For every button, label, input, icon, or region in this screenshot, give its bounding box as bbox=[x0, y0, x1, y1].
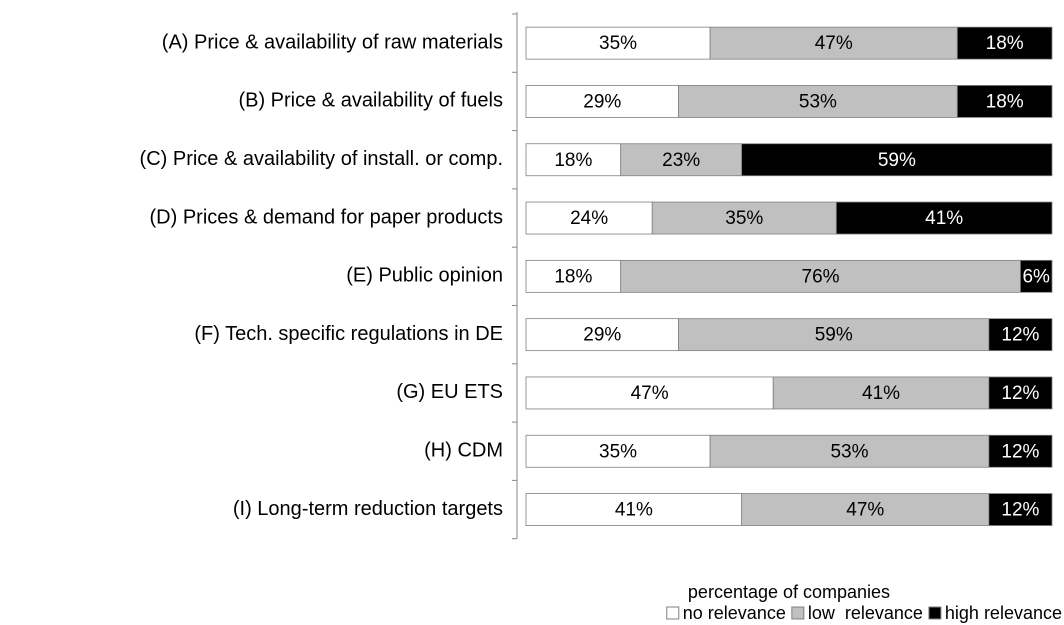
bar-segment bbox=[988, 434, 1053, 468]
value-label: 29% bbox=[583, 325, 621, 346]
value-label: 23% bbox=[662, 150, 700, 171]
category-label: (B) Price & availability of fuels bbox=[238, 90, 503, 112]
value-label: 53% bbox=[799, 91, 837, 112]
bar-segment bbox=[525, 143, 622, 177]
bar-segment bbox=[525, 85, 679, 118]
bar-segment bbox=[678, 85, 958, 118]
category-label: (A) Price & availability of raw material… bbox=[162, 31, 503, 53]
value-label: 35% bbox=[599, 441, 637, 462]
value-label: 41% bbox=[615, 500, 653, 521]
bar-segment bbox=[988, 318, 1053, 352]
category-label: (H) CDM bbox=[424, 440, 503, 462]
value-label: 12% bbox=[1001, 500, 1039, 521]
category-label: (C) Price & availability of install. or … bbox=[140, 148, 503, 170]
bar-segment bbox=[956, 26, 1053, 60]
value-label: 53% bbox=[830, 441, 868, 462]
value-label: 24% bbox=[570, 208, 608, 229]
value-label: 35% bbox=[599, 33, 637, 54]
value-label: 29% bbox=[583, 91, 621, 112]
bar-segment bbox=[709, 26, 958, 60]
bar-segment bbox=[988, 493, 1053, 526]
bar-segment bbox=[525, 376, 774, 410]
bar-segment bbox=[620, 259, 1021, 293]
bar-segment bbox=[678, 318, 990, 352]
bar-segment bbox=[651, 201, 837, 235]
bar-segment bbox=[741, 493, 990, 526]
bar-segment bbox=[835, 201, 1053, 235]
value-label: 18% bbox=[986, 91, 1024, 112]
category-label: (E) Public opinion bbox=[346, 265, 503, 287]
value-label: 18% bbox=[554, 150, 592, 171]
value-label: 12% bbox=[1001, 325, 1039, 346]
bar-segment bbox=[956, 85, 1053, 118]
x-axis-label: percentage of companies bbox=[688, 582, 890, 602]
value-label: 18% bbox=[986, 33, 1024, 54]
bar-segment bbox=[741, 143, 1053, 177]
value-label: 41% bbox=[862, 383, 900, 404]
bar-segment bbox=[988, 376, 1053, 410]
value-label: 47% bbox=[815, 33, 853, 54]
value-label: 76% bbox=[802, 266, 840, 287]
value-label: 41% bbox=[925, 208, 963, 229]
legend-swatch bbox=[928, 606, 942, 620]
value-label: 12% bbox=[1001, 383, 1039, 404]
legend-swatch bbox=[791, 606, 805, 620]
category-label: (D) Prices & demand for paper products bbox=[150, 206, 504, 228]
value-label: 59% bbox=[815, 325, 853, 346]
value-label: 18% bbox=[554, 266, 592, 287]
legend-label: low relevance bbox=[808, 603, 923, 623]
category-label: (I) Long-term reduction targets bbox=[233, 498, 503, 520]
category-label: (G) EU ETS bbox=[396, 381, 503, 403]
value-label: 35% bbox=[725, 208, 763, 229]
bar-segment bbox=[525, 434, 711, 468]
bar-segment bbox=[709, 434, 990, 468]
bar-segment bbox=[525, 201, 653, 235]
value-label: 6% bbox=[1022, 266, 1050, 287]
bar-segment bbox=[772, 376, 990, 410]
bar-segment bbox=[525, 259, 622, 293]
value-label: 59% bbox=[878, 150, 916, 171]
legend: no relevance low relevance high relevance bbox=[666, 603, 1062, 623]
legend-label: high relevance bbox=[945, 603, 1062, 623]
value-label: 47% bbox=[631, 383, 669, 404]
legend-swatch bbox=[666, 606, 680, 620]
value-label: 47% bbox=[846, 500, 884, 521]
value-label: 12% bbox=[1001, 441, 1039, 462]
bar-segment bbox=[525, 318, 679, 352]
bar-segment bbox=[525, 26, 711, 60]
category-label: (F) Tech. specific regulations in DE bbox=[194, 323, 503, 345]
bar-segment bbox=[1020, 259, 1053, 293]
bar-segment bbox=[525, 493, 743, 526]
legend-label: no relevance bbox=[683, 603, 786, 623]
